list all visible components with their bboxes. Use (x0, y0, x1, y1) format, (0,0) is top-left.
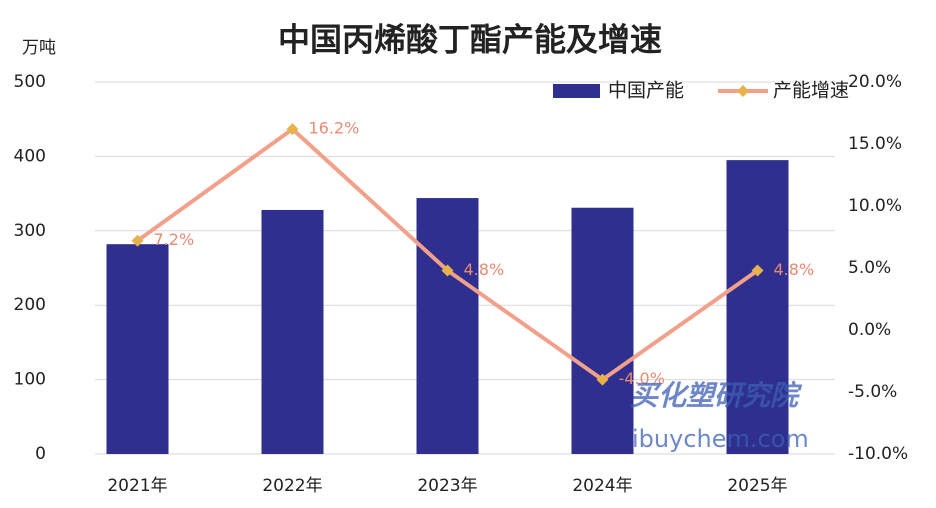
y-tick-label: 200 (14, 295, 46, 315)
y2-tick-label: 15.0% (848, 134, 902, 154)
legend-label: 中国产能 (608, 80, 684, 102)
y2-tick-label: -5.0% (848, 382, 897, 402)
y-tick-label: 0 (35, 444, 46, 464)
bar (571, 207, 634, 454)
legend-swatch (737, 85, 749, 97)
y2-tick-label: 10.0% (848, 196, 902, 216)
legend-swatch (553, 84, 600, 98)
legend-label: 产能增速 (773, 80, 849, 102)
y-tick-label: 300 (14, 221, 46, 241)
data-label: 16.2% (309, 119, 360, 138)
x-tick-label: 2022年 (262, 476, 322, 496)
data-label: -4.0% (619, 369, 665, 388)
marker (596, 373, 609, 386)
data-label: 4.8% (464, 260, 505, 279)
data-label: 7.2% (154, 230, 195, 249)
marker (286, 123, 299, 136)
x-tick-label: 2021年 (107, 476, 167, 496)
y-tick-label: 400 (14, 146, 46, 166)
chart-title: 中国丙烯酸丁酯产能及增速 (278, 21, 662, 59)
marker (441, 264, 454, 277)
y2-tick-label: 20.0% (848, 72, 902, 92)
data-label: 4.8% (774, 260, 815, 279)
marker (131, 234, 144, 247)
bar (261, 209, 324, 454)
y2-tick-label: -10.0% (848, 444, 908, 464)
y-tick-label: 100 (14, 370, 46, 390)
y-tick-label: 500 (14, 72, 46, 92)
marker (751, 264, 764, 277)
y2-tick-label: 5.0% (848, 258, 891, 278)
x-tick-label: 2025年 (727, 476, 787, 496)
x-tick-label: 2023年 (417, 476, 477, 496)
watermark: ibuychem.com (632, 425, 809, 453)
watermark: 买化塑研究院 (630, 379, 803, 412)
bar (106, 244, 169, 454)
y-axis-label: 万吨 (22, 38, 56, 58)
y2-tick-label: 0.0% (848, 320, 891, 340)
bar (416, 198, 479, 454)
x-tick-label: 2024年 (572, 476, 632, 496)
bar (726, 160, 789, 454)
